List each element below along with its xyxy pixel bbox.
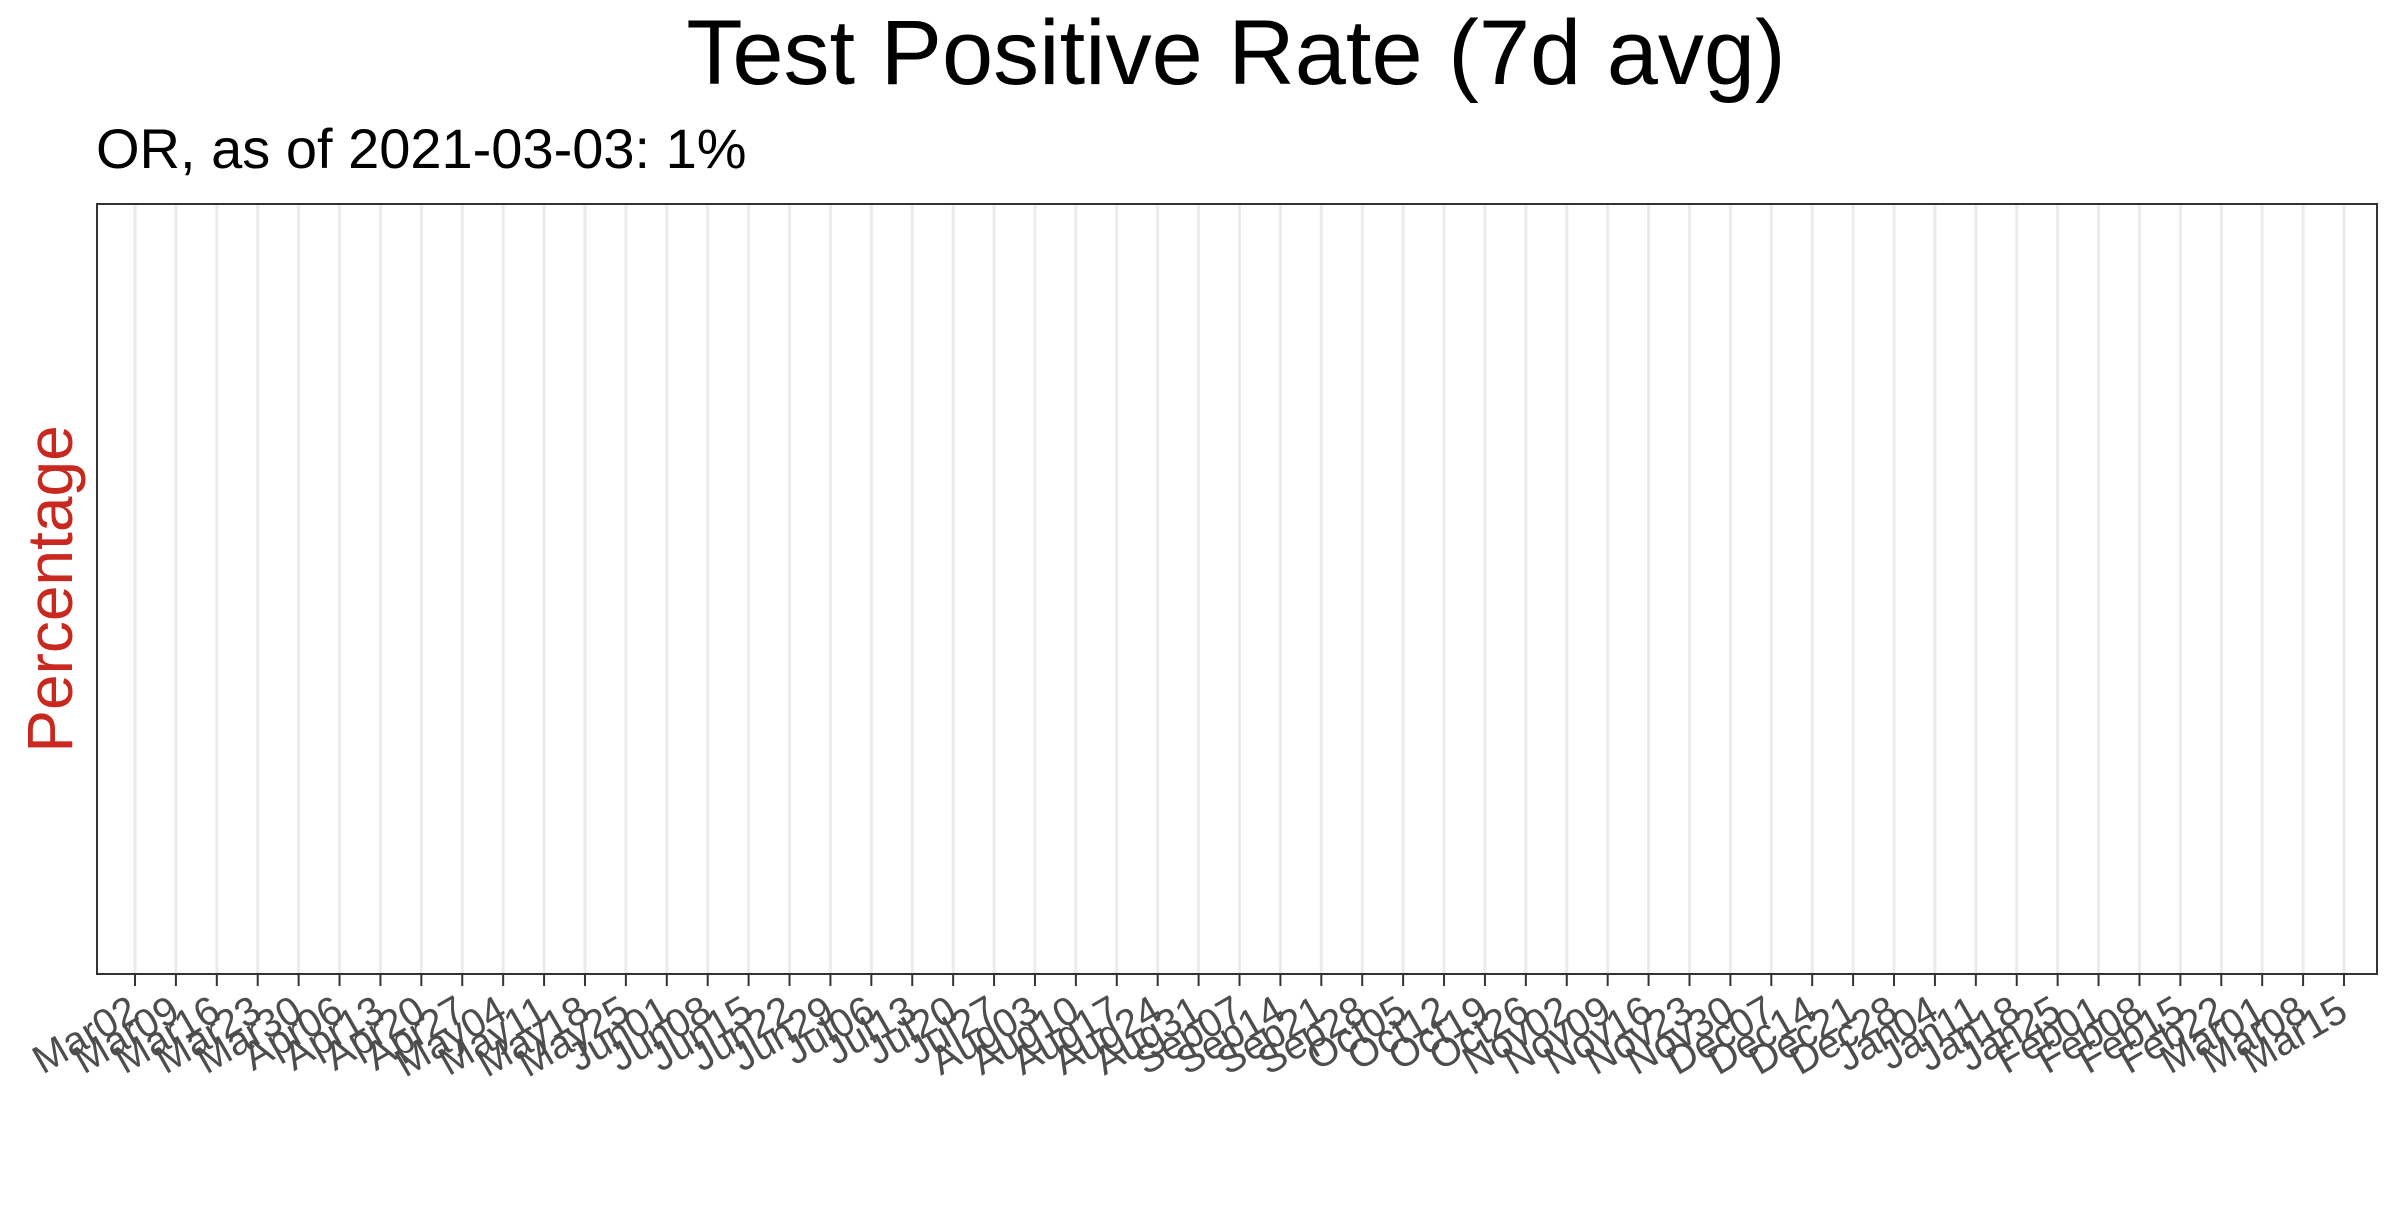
chart-title: Test Positive Rate (7d avg) (686, 2, 1785, 104)
x-axis-ticks (134, 974, 2345, 986)
y-axis-label-group: Percentage (14, 425, 86, 752)
x-axis-tick-labels: Mar02Mar09Mar16Mar23Mar30Apr06Apr13Apr20… (25, 988, 2354, 1086)
chart-subtitle: OR, as of 2021-03-03: 1% (96, 117, 747, 180)
y-axis-label: Percentage (14, 425, 86, 752)
plot-panel-border (96, 203, 2378, 975)
vertical-gridlines (133, 205, 2346, 973)
